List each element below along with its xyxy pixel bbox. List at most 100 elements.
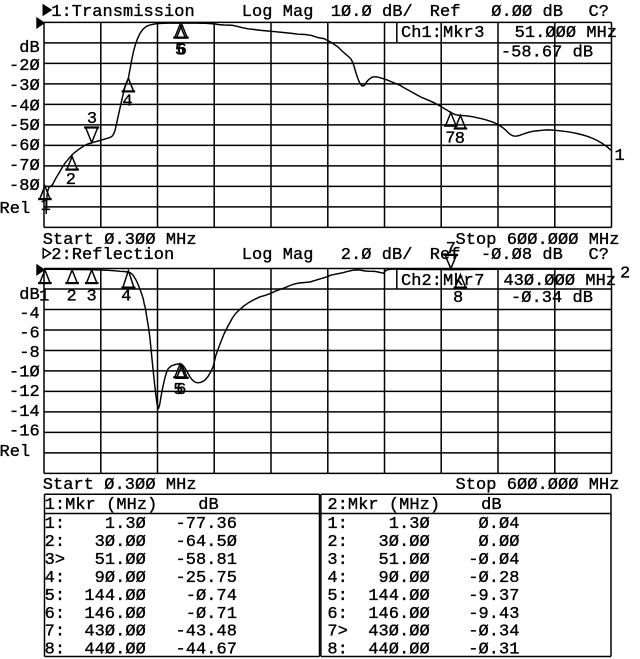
svg-text:9Ø.ØØ: 9Ø.ØØ [368, 569, 430, 588]
svg-text:-Ø.Ø8 dB: -Ø.Ø8 dB [481, 246, 563, 265]
svg-text:2.Ø dB/: 2.Ø dB/ [341, 246, 413, 265]
svg-text:-77.36: -77.36 [176, 515, 238, 534]
svg-text:2:Reflection: 2:Reflection [51, 246, 174, 265]
svg-text:7:: 7: [45, 623, 66, 642]
svg-text:43Ø.ØØ: 43Ø.ØØ [368, 623, 430, 642]
svg-text:-8Ø: -8Ø [9, 177, 40, 196]
svg-text:3Ø.ØØ: 3Ø.ØØ [84, 533, 146, 552]
svg-text:144.ØØ: 144.ØØ [84, 587, 146, 606]
svg-text:7: 7 [446, 240, 456, 259]
svg-text:1:: 1: [45, 515, 66, 534]
svg-text:-25.75: -25.75 [176, 569, 238, 588]
svg-text:1: 1 [41, 197, 51, 216]
svg-text:-6: -6 [19, 324, 40, 343]
svg-text:146.ØØ: 146.ØØ [84, 605, 146, 624]
svg-text:5:: 5: [327, 587, 348, 606]
svg-text:Ch1:: Ch1: [401, 24, 442, 43]
svg-text:1:Transmission: 1:Transmission [51, 3, 195, 22]
svg-text:-Ø.34: -Ø.34 [458, 623, 520, 642]
svg-text:-7Ø: -7Ø [9, 157, 40, 176]
svg-text:5:: 5: [45, 587, 66, 606]
svg-text:4:: 4: [327, 569, 348, 588]
svg-text:C?: C? [589, 246, 610, 265]
svg-text:dB: dB [19, 286, 40, 305]
svg-text:1:: 1: [327, 515, 348, 534]
svg-text:Ch2:: Ch2: [401, 272, 442, 291]
svg-text:Ø.ØØ dB: Ø.ØØ dB [491, 3, 563, 22]
svg-text:8:: 8: [45, 641, 66, 659]
svg-text:7>: 7> [327, 623, 348, 642]
svg-text:-16: -16 [9, 423, 40, 442]
svg-text:-4: -4 [19, 305, 40, 324]
svg-text:51.ØØ: 51.ØØ [84, 551, 146, 570]
svg-text:dB: dB [481, 496, 502, 515]
svg-text:-58.81: -58.81 [176, 551, 238, 570]
svg-text:51.ØØØ MHz: 51.ØØØ MHz [515, 24, 618, 43]
svg-text:8:: 8: [327, 641, 348, 659]
svg-text:-8: -8 [19, 344, 40, 363]
svg-text:Start Ø.3ØØ MHz: Start Ø.3ØØ MHz [43, 231, 197, 250]
svg-text:3Ø.ØØ: 3Ø.ØØ [368, 533, 430, 552]
svg-text:144.ØØ: 144.ØØ [368, 587, 430, 606]
svg-text:-2Ø: -2Ø [9, 57, 40, 76]
svg-text:6: 6 [176, 381, 186, 400]
svg-text:-44.67: -44.67 [176, 641, 238, 659]
svg-text:9Ø.ØØ: 9Ø.ØØ [84, 569, 146, 588]
svg-text:dB: dB [198, 496, 219, 515]
svg-text:2:: 2: [45, 533, 66, 552]
svg-text:4: 4 [121, 287, 131, 306]
svg-text:2:: 2: [327, 533, 348, 552]
svg-text:44Ø.ØØ: 44Ø.ØØ [84, 641, 146, 659]
svg-text:-64.5Ø: -64.5Ø [176, 533, 238, 552]
svg-text:Stop 6ØØ.ØØØ MHz: Stop 6ØØ.ØØØ MHz [456, 476, 620, 495]
svg-text:Ref: Ref [430, 3, 461, 22]
svg-text:Rel: Rel [0, 443, 30, 462]
svg-text:5: 5 [173, 381, 183, 400]
svg-text:-12: -12 [9, 383, 40, 402]
svg-text:146.ØØ: 146.ØØ [368, 605, 430, 624]
svg-text:-6Ø: -6Ø [9, 137, 40, 156]
svg-text:-43.48: -43.48 [176, 623, 238, 642]
svg-text:5: 5 [175, 42, 185, 61]
svg-text:-Ø.Ø4: -Ø.Ø4 [458, 551, 520, 570]
svg-text:-58.67 dB: -58.67 dB [501, 44, 593, 63]
svg-text:1.3Ø: 1.3Ø [368, 515, 430, 534]
svg-text:3: 3 [474, 24, 484, 43]
svg-text:7: 7 [474, 272, 484, 291]
svg-text:-Ø.34 dB: -Ø.34 dB [511, 289, 593, 308]
svg-text:-1Ø: -1Ø [9, 364, 40, 383]
svg-text:-14: -14 [9, 403, 40, 422]
svg-text:2: 2 [66, 287, 76, 306]
svg-text:6: 6 [177, 42, 187, 61]
svg-text:Mkr: Mkr [443, 272, 474, 291]
svg-text:4:: 4: [45, 569, 66, 588]
svg-text:Log Mag: Log Mag [242, 3, 314, 22]
svg-text:-9.37: -9.37 [458, 587, 520, 606]
svg-text:1: 1 [615, 147, 625, 166]
svg-text:1.3Ø: 1.3Ø [84, 515, 146, 534]
svg-text:Mkr: Mkr [443, 24, 474, 43]
svg-text:44Ø.ØØ: 44Ø.ØØ [368, 641, 430, 659]
svg-text:1:Mkr (MHz): 1:Mkr (MHz) [45, 496, 158, 515]
svg-text:dB: dB [19, 39, 40, 58]
svg-text:6:: 6: [327, 605, 348, 624]
svg-text:3: 3 [86, 287, 96, 306]
svg-text:7: 7 [445, 130, 455, 149]
svg-text:-Ø.74: -Ø.74 [176, 587, 238, 606]
svg-text:Ø.ØØ: Ø.ØØ [458, 533, 520, 552]
svg-text:8: 8 [455, 130, 465, 149]
svg-text:C?: C? [589, 3, 610, 22]
svg-text:-Ø.28: -Ø.28 [458, 569, 520, 588]
svg-text:3>: 3> [45, 551, 66, 570]
svg-text:-9.43: -9.43 [458, 605, 520, 624]
svg-text:-5Ø: -5Ø [9, 117, 40, 136]
svg-text:Rel: Rel [0, 200, 30, 219]
svg-text:-4Ø: -4Ø [9, 97, 40, 116]
svg-text:51.ØØ: 51.ØØ [368, 551, 430, 570]
svg-text:-3Ø: -3Ø [9, 77, 40, 96]
svg-text:43Ø.ØØ: 43Ø.ØØ [84, 623, 146, 642]
svg-text:43Ø.ØØØ MHz: 43Ø.ØØØ MHz [503, 272, 616, 291]
svg-text:Ø.Ø4: Ø.Ø4 [458, 515, 520, 534]
svg-text:2: 2 [66, 171, 76, 190]
svg-text:Log Mag: Log Mag [242, 246, 314, 265]
